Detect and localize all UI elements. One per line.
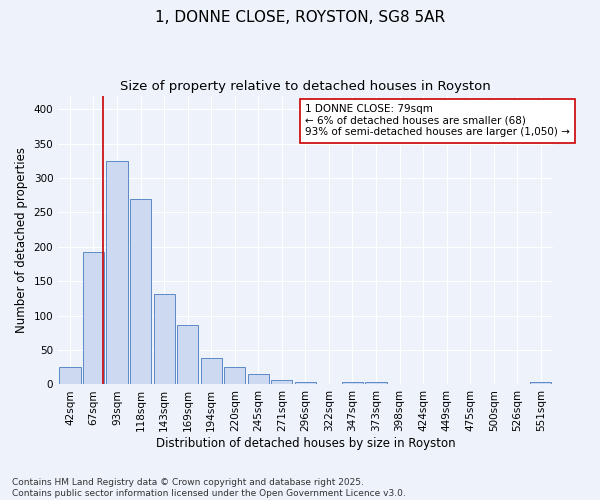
Text: 1, DONNE CLOSE, ROYSTON, SG8 5AR: 1, DONNE CLOSE, ROYSTON, SG8 5AR [155, 10, 445, 25]
Text: Contains HM Land Registry data © Crown copyright and database right 2025.
Contai: Contains HM Land Registry data © Crown c… [12, 478, 406, 498]
Text: 1 DONNE CLOSE: 79sqm
← 6% of detached houses are smaller (68)
93% of semi-detach: 1 DONNE CLOSE: 79sqm ← 6% of detached ho… [305, 104, 570, 138]
Bar [295, 382, 316, 384]
Bar [106, 161, 128, 384]
Y-axis label: Number of detached properties: Number of detached properties [15, 147, 28, 333]
Bar [154, 294, 175, 384]
Bar [342, 382, 363, 384]
Bar [59, 368, 80, 384]
Bar [200, 358, 222, 384]
Bar [224, 368, 245, 384]
Bar [248, 374, 269, 384]
Bar [530, 382, 551, 384]
Bar [365, 382, 386, 384]
Title: Size of property relative to detached houses in Royston: Size of property relative to detached ho… [120, 80, 491, 93]
Bar [83, 252, 104, 384]
Bar [130, 198, 151, 384]
Bar [271, 380, 292, 384]
Bar [177, 324, 198, 384]
X-axis label: Distribution of detached houses by size in Royston: Distribution of detached houses by size … [155, 437, 455, 450]
